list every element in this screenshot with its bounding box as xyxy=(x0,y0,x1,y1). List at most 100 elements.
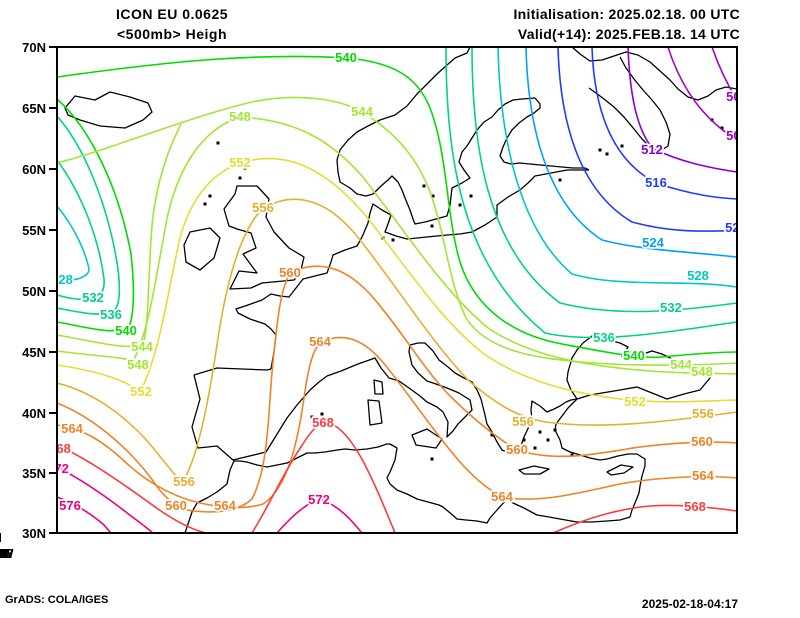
contour-label-512: 512 xyxy=(641,142,663,157)
coastline-path xyxy=(571,47,737,101)
lat-tick-label: 50N xyxy=(22,284,46,299)
contour-label-556: 556 xyxy=(252,200,274,215)
contour-path-524 xyxy=(525,47,737,258)
contour-label-532: 532 xyxy=(82,290,104,305)
contour-path-536 xyxy=(57,115,121,315)
coastline-path xyxy=(184,398,646,533)
model-title: ICON EU 0.0625 xyxy=(115,6,229,22)
coastline-path xyxy=(183,227,221,271)
lon-tick-label: 10E xyxy=(0,546,12,561)
lat-tick-label: 30N xyxy=(22,526,46,541)
contour-label-572: 572 xyxy=(47,461,69,476)
contour-path-536 xyxy=(445,47,737,339)
islet xyxy=(598,148,602,152)
contour-label-508: 508 xyxy=(726,128,748,143)
islet xyxy=(558,178,562,182)
islet xyxy=(546,438,550,442)
contour-label-552: 552 xyxy=(229,155,251,170)
contour-label-532: 532 xyxy=(660,300,682,315)
coastline-path xyxy=(373,379,384,395)
field-title: <500mb> Heigh xyxy=(117,26,227,42)
contour-label-552: 552 xyxy=(130,384,152,399)
lon-tick-label: 20W xyxy=(0,546,14,561)
islet xyxy=(528,423,532,427)
coastline-path xyxy=(336,47,590,225)
coastline-path xyxy=(223,185,305,290)
contour-path-540 xyxy=(57,98,135,332)
contour-label-560: 560 xyxy=(506,442,528,457)
contour-path-556 xyxy=(57,198,737,484)
contour-label-564: 564 xyxy=(61,421,83,436)
contour-label-548: 548 xyxy=(127,357,149,372)
contour-label-556: 556 xyxy=(512,414,534,429)
lat-tick-label: 40N xyxy=(22,406,46,421)
contour-label-556: 556 xyxy=(692,406,714,421)
lon-tick-label: 20E xyxy=(0,546,12,561)
lon-tick-label: 15W xyxy=(0,546,14,561)
contour-path-516 xyxy=(591,47,737,200)
islet xyxy=(391,238,395,242)
lon-tick-label: 10W xyxy=(0,546,14,561)
contour-label-560: 560 xyxy=(165,498,187,513)
islet xyxy=(533,446,537,450)
contour-path-576 xyxy=(57,496,112,533)
title-right-block: Initialisation: 2025.02.18. 00 UTC Valid… xyxy=(513,4,740,44)
contour-label-528: 528 xyxy=(687,268,709,283)
contour-path-528 xyxy=(57,205,90,282)
contour-label-layer: 5045085125165205245285285325325365365405… xyxy=(47,48,748,516)
coastline-path xyxy=(367,399,383,426)
contour-label-540: 540 xyxy=(115,323,137,338)
lon-tick-label: 0 xyxy=(0,546,4,561)
contour-path-552 xyxy=(57,157,737,403)
lat-tick-label: 65N xyxy=(22,101,46,116)
contour-path-532 xyxy=(57,159,105,301)
lon-tick-label: 35E xyxy=(0,546,12,561)
coastline-path xyxy=(606,464,634,476)
contour-path-512 xyxy=(627,47,737,173)
contour-path-532 xyxy=(471,47,737,313)
contour-label-548: 548 xyxy=(691,364,713,379)
creation-timestamp: 2025-02-18-04:17 xyxy=(641,597,738,611)
islet xyxy=(469,194,473,198)
contour-label-516: 516 xyxy=(645,175,667,190)
islet xyxy=(430,457,434,461)
islet xyxy=(243,166,247,170)
contour-label-524: 524 xyxy=(642,235,664,250)
contour-label-564: 564 xyxy=(692,468,714,483)
coastline-path xyxy=(191,367,320,461)
contour-path-508 xyxy=(667,47,737,141)
lat-tick-label: 60N xyxy=(22,162,46,177)
axis-layer: 70N65N60N55N50N45N40N35N30N20W15W10W5W05… xyxy=(0,40,738,561)
contour-label-568: 568 xyxy=(49,441,71,456)
lon-tick-label: 5W xyxy=(0,546,10,561)
contour-label-504: 504 xyxy=(726,89,748,104)
coastline-path xyxy=(518,465,550,475)
lat-tick-label: 70N xyxy=(22,40,46,55)
coastline-layer xyxy=(64,47,737,533)
contour-label-568: 568 xyxy=(684,499,706,514)
islet xyxy=(216,141,220,145)
islet xyxy=(208,194,212,198)
contour-path-504 xyxy=(711,47,737,101)
lat-tick-label: 35N xyxy=(22,466,46,481)
islet xyxy=(553,428,557,432)
contour-path-572 xyxy=(276,498,363,533)
contour-label-520: 520 xyxy=(725,220,747,235)
contour-label-576: 576 xyxy=(59,498,81,513)
contour-path-528 xyxy=(497,47,737,288)
contour-label-544: 544 xyxy=(131,339,153,354)
contour-label-544: 544 xyxy=(670,357,692,372)
islet xyxy=(522,438,526,442)
contour-label-528: 528 xyxy=(51,272,73,287)
contour-label-552: 552 xyxy=(624,394,646,409)
contour-label-564: 564 xyxy=(309,334,331,349)
coastline-path xyxy=(588,56,671,152)
contour-path-564 xyxy=(57,336,737,509)
islet xyxy=(238,176,242,180)
contour-label-540: 540 xyxy=(623,348,645,363)
islet xyxy=(203,202,207,206)
contour-path-544 xyxy=(57,96,737,366)
contour-label-564: 564 xyxy=(491,489,513,504)
